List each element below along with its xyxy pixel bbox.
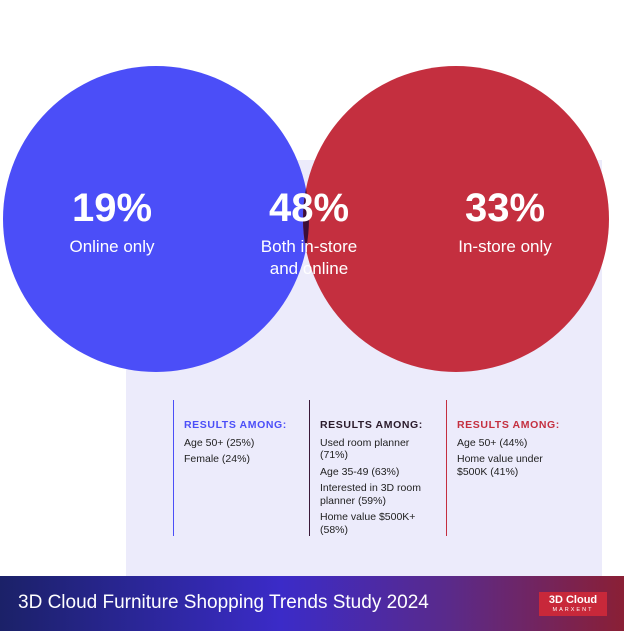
footer-banner: 3D Cloud Furniture Shopping Trends Study… <box>0 576 624 631</box>
online-only-percent: 19% <box>71 186 153 230</box>
both-result-item: Interested in 3D room planner (59%) <box>320 482 421 507</box>
both-result-item: Age 35-49 (63%) <box>320 465 400 478</box>
both-label: Both in-store and online <box>261 236 357 280</box>
footer-title: 3D Cloud Furniture Shopping Trends Study… <box>18 592 429 613</box>
logo-wordmark: 3D Cloud <box>548 594 598 606</box>
online-only-stat: 19% Online only <box>69 186 154 258</box>
instore-only-label: In-store only <box>458 237 552 256</box>
both-result-item: Used room planner (71%) <box>320 436 410 462</box>
venn-diagram <box>3 66 609 372</box>
both-results: RESULTS AMONG: Used room planner (71%) A… <box>309 400 432 536</box>
online-only-label: Online only <box>69 237 155 256</box>
instore-results: RESULTS AMONG: Age 50+ (44%) Home value … <box>446 400 565 536</box>
both-stat: 48% Both in-store and online <box>261 186 357 280</box>
instore-only-percent: 33% <box>464 186 546 230</box>
both-results-heading: RESULTS AMONG: <box>320 419 423 431</box>
online-results: RESULTS AMONG: Age 50+ (25%) Female (24%… <box>173 400 304 536</box>
instore-result-item: Age 50+ (44%) <box>457 436 528 449</box>
both-label-line-1: Both in-store <box>260 237 358 256</box>
logo-subtext: MARXENT <box>552 607 594 613</box>
instore-only-stat: 33% In-store only <box>458 186 552 258</box>
brand-logo: 3D Cloud MARXENT <box>539 592 607 616</box>
instore-circle <box>303 66 609 372</box>
both-label-line-2: and online <box>269 259 349 278</box>
online-results-heading: RESULTS AMONG: <box>184 419 287 431</box>
both-percent: 48% <box>268 186 350 230</box>
both-result-item: Home value $500K+ (58%) <box>320 511 416 536</box>
instore-results-heading: RESULTS AMONG: <box>457 419 560 431</box>
online-result-item: Female (24%) <box>184 453 250 465</box>
online-result-item: Age 50+ (25%) <box>184 436 255 449</box>
online-circle <box>3 66 309 372</box>
instore-result-item: Home value under $500K (41%) <box>457 453 543 478</box>
